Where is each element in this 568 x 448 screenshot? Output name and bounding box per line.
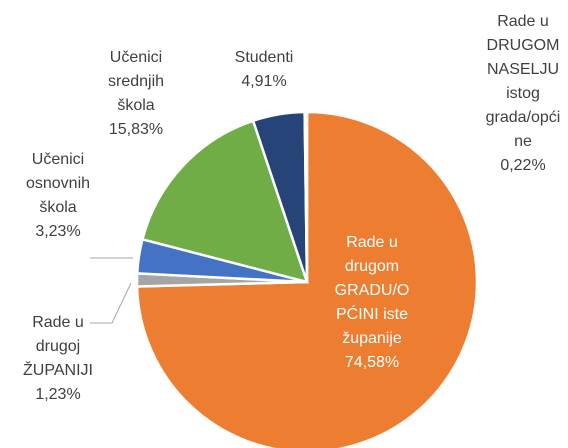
slice-value: 1,23% [35,386,81,403]
data-label: Učenici osnovnih škola 3,23% [17,148,99,244]
data-label: Studenti 4,91% [223,46,305,94]
slices [135,110,479,448]
data-label: Učenici srednjih škola 15,83% [95,46,177,142]
slice-name: Rade u DRUGOM NASELJU istog grada/općine [485,13,561,150]
slice-value: 74,58% [344,354,400,371]
slice-name: Studenti [234,49,294,66]
slice-value: 0,22% [500,157,546,174]
data-label: Rade u drugoj ŽUPANIJI 1,23% [15,311,101,407]
slice-value: 4,91% [241,73,287,90]
slice-name: Rade u drugoj ŽUPANIJI [23,314,93,379]
data-label: Rade u DRUGOM NASELJU istog grada/općine… [483,10,563,178]
leader-line [90,282,132,324]
pie-slice [303,110,309,283]
slice-name: Učenici osnovnih škola [25,151,91,216]
slice-value: 15,83% [108,121,164,138]
slice-name: Rade u drugom GRADU/OPĆINI iste županije [334,234,410,347]
data-label: Rade u drugom GRADU/OPĆINI iste županije… [330,231,414,375]
slice-name: Učenici srednjih škola [107,49,165,114]
slice-value: 3,23% [35,223,81,240]
